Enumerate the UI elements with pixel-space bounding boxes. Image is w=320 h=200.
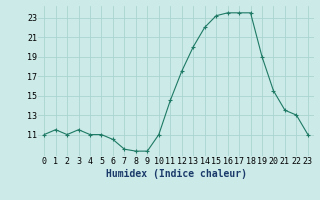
X-axis label: Humidex (Indice chaleur): Humidex (Indice chaleur) (106, 169, 246, 179)
